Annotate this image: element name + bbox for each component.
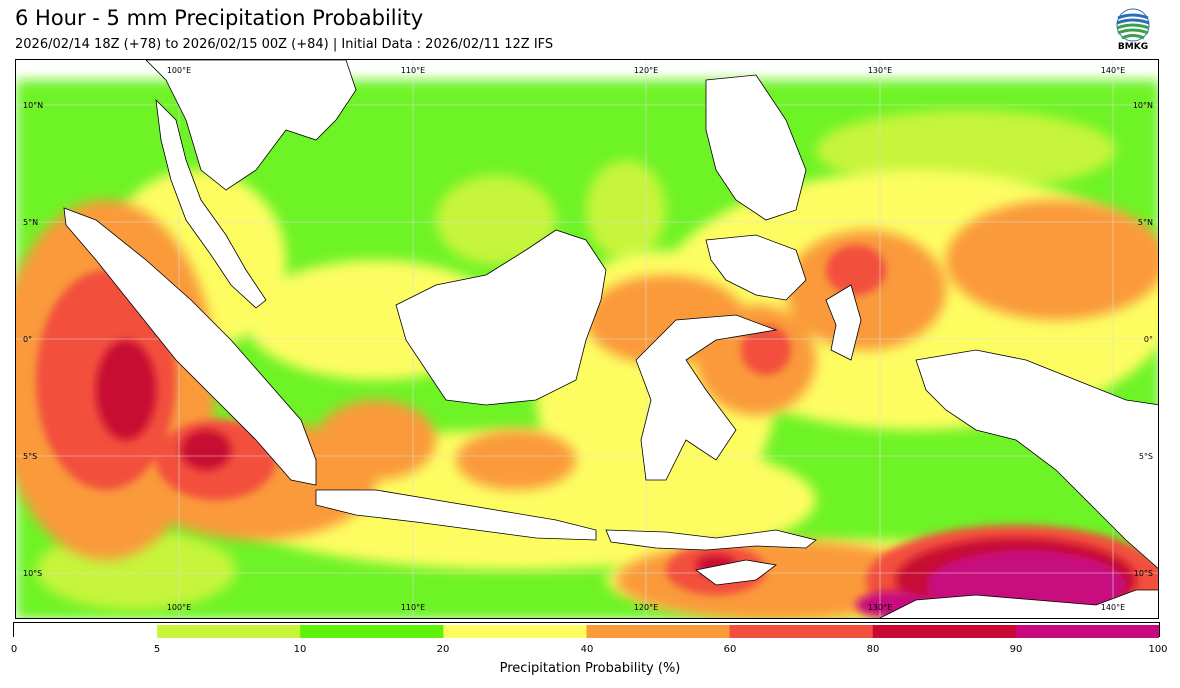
lat-labels-left: 10°N 5°N 0° 5°S 10°S xyxy=(23,101,43,578)
colorbar-swatch xyxy=(443,625,588,638)
lat-label-left: 10°S xyxy=(23,569,42,578)
lat-label-right: 5°S xyxy=(1139,452,1153,461)
colorbar-tick: 90 xyxy=(1009,644,1023,655)
colorbar-swatch xyxy=(157,625,301,638)
colorbar-swatch xyxy=(300,625,444,638)
colorbar-tick: 10 xyxy=(293,644,307,655)
lat-label-left: 0° xyxy=(23,335,32,344)
mindanao-coast xyxy=(705,234,807,301)
lat-label-right: 10°S xyxy=(1134,569,1153,578)
lon-label-top: 140°E xyxy=(1101,66,1125,75)
bmkg-globe-icon xyxy=(1116,8,1150,42)
bmkg-logo: BMKG xyxy=(1112,8,1154,56)
colorbar-label: Precipitation Probability (%) xyxy=(499,661,681,676)
colorbar-swatches xyxy=(14,625,1160,638)
lon-labels-bottom: 100°E 110°E 120°E 130°E 140°E xyxy=(167,603,1125,612)
lon-label-bottom: 130°E xyxy=(868,603,892,612)
colorbar-swatch xyxy=(1015,625,1160,638)
colorbar-tick: 20 xyxy=(436,644,450,655)
borneo-coast xyxy=(395,229,607,406)
halmahera-coast xyxy=(825,284,862,361)
philippines-coast xyxy=(705,74,807,221)
lat-label-right: 10°N xyxy=(1133,101,1153,110)
lon-label-top: 110°E xyxy=(401,66,425,75)
sumatra-coast xyxy=(63,207,317,486)
coastlines xyxy=(63,60,1158,618)
lesser-sunda-coast xyxy=(605,529,817,551)
colorbar-tick: 100 xyxy=(1148,644,1168,655)
lat-label-right: 0° xyxy=(1144,335,1153,344)
lon-label-bottom: 110°E xyxy=(401,603,425,612)
lon-label-top: 120°E xyxy=(634,66,658,75)
lon-label-bottom: 100°E xyxy=(167,603,191,612)
timor-coast xyxy=(695,559,777,586)
australia-coast xyxy=(879,589,1158,618)
lon-label-bottom: 120°E xyxy=(634,603,658,612)
colorbar-tick: 80 xyxy=(866,644,880,655)
map-canvas: 100°E 110°E 120°E 130°E 140°E 100°E 110°… xyxy=(16,60,1158,618)
colorbar-swatch xyxy=(729,625,874,638)
lat-label-right: 5°N xyxy=(1138,218,1153,227)
colorbar xyxy=(13,622,1160,638)
colorbar-tick: 40 xyxy=(580,644,594,655)
java-coast xyxy=(315,489,597,541)
lat-labels-right: 10°N 5°N 0° 5°S 10°S xyxy=(1133,101,1153,578)
malay-peninsula-coast xyxy=(155,98,267,309)
colorbar-swatch xyxy=(586,625,731,638)
new-guinea-coast xyxy=(915,349,1158,569)
lat-label-left: 5°N xyxy=(23,218,38,227)
lat-label-left: 5°S xyxy=(23,452,37,461)
sulawesi-coast xyxy=(635,314,778,481)
lon-label-bottom: 140°E xyxy=(1101,603,1125,612)
colorbar-swatch xyxy=(872,625,1017,638)
logo-text: BMKG xyxy=(1117,42,1149,52)
lon-label-top: 100°E xyxy=(167,66,191,75)
colorbar-tick: 60 xyxy=(723,644,737,655)
colorbar-tick: 0 xyxy=(10,644,18,655)
chart-subtitle: 2026/02/14 18Z (+78) to 2026/02/15 00Z (… xyxy=(15,37,554,52)
indochina-coast xyxy=(145,60,357,191)
lon-label-top: 130°E xyxy=(868,66,892,75)
colorbar-swatch xyxy=(14,625,158,638)
chart-title: 6 Hour - 5 mm Precipitation Probability xyxy=(15,6,424,30)
probability-map: 100°E 110°E 120°E 130°E 140°E 100°E 110°… xyxy=(15,59,1159,619)
lat-label-left: 10°N xyxy=(23,101,43,110)
colorbar-tick: 5 xyxy=(153,644,161,655)
lon-labels-top: 100°E 110°E 120°E 130°E 140°E xyxy=(167,66,1125,75)
